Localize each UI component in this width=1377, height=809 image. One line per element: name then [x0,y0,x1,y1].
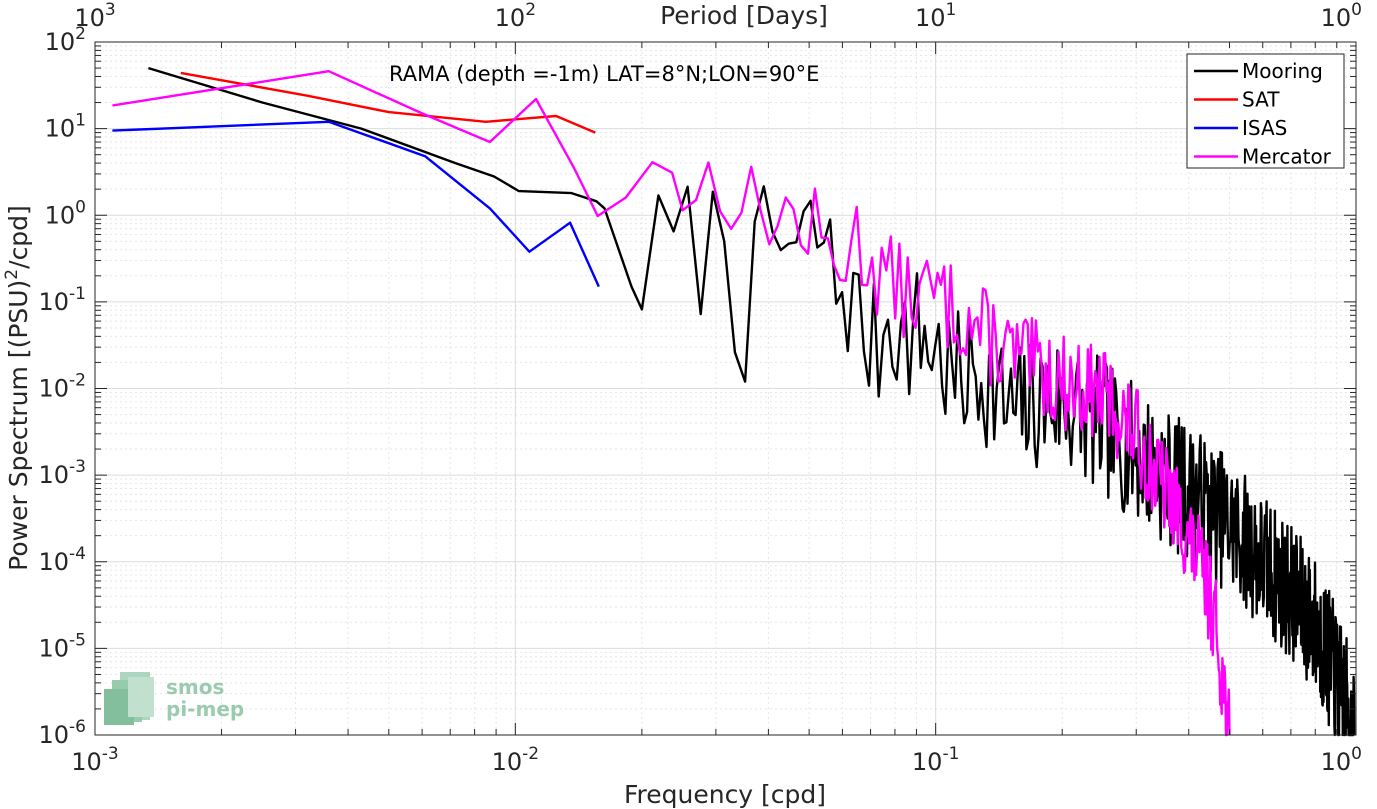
y-tick-label-exponent: -1 [69,284,86,304]
top-tick-label-base: 10 [915,4,946,32]
logo-text-line2: pi-mep [166,697,244,721]
top-tick-label-exponent: 0 [1351,0,1362,20]
x-tick-label-exponent: -1 [942,744,959,764]
top-tick-label-base: 10 [74,4,105,32]
y-axis-label-main: Power Spectrum [(PSU) [4,280,33,571]
y-tick-label-base: 10 [39,548,70,576]
top-tick-label-exponent: 1 [946,0,957,20]
legend-label-isas: ISAS [1242,116,1287,140]
x-tick-label-base: 10 [1321,748,1352,776]
y-tick-label: 101 [45,111,86,143]
series-line-isas [112,120,600,288]
x-tick-label: 10-2 [492,744,540,776]
y-tick-label: 10-3 [39,457,87,489]
y-axis-label-unit: /cpd] [4,205,33,269]
y-tick-label-base: 10 [45,115,76,143]
top-tick-label-exponent: 3 [105,0,116,20]
series-layer [112,66,1356,737]
y-tick-label: 10-5 [39,630,87,662]
y-tick-label-base: 10 [39,461,70,489]
legend: Mooring SAT ISAS Mercator [1186,53,1345,169]
y-tick-label-exponent: -3 [69,457,86,477]
series-line-mercator [112,70,1231,737]
y-tick-label: 100 [45,197,86,229]
y-tick-label-exponent: -2 [69,371,86,391]
top-tick-label-base: 10 [495,4,526,32]
x-tick-label: 10-3 [71,744,119,776]
y-tick-label: 10-1 [39,284,87,316]
y-tick-label: 10-2 [39,371,87,403]
top-tick-label-base: 10 [1321,4,1352,32]
series-line-mooring [148,66,1356,737]
y-tick-label-base: 10 [39,288,70,316]
y-axis-label-exponent: 2 [2,269,22,280]
y-tick-label: 102 [45,24,86,56]
station-annotation: RAMA (depth =-1m) LAT=8°N;LON=90°E [389,62,819,86]
x-tick-label-exponent: 0 [1351,744,1362,764]
y-tick-label-exponent: 2 [75,24,86,44]
smos-pi-mep-logo: smos pi-mep [104,672,244,725]
legend-label-mooring: Mooring [1242,59,1323,83]
top-tick-label: 102 [495,0,536,32]
y-tick-label: 10-4 [39,544,87,576]
y-tick-label-base: 10 [39,634,70,662]
top-axis-label: Period [Days] [660,1,828,30]
x-tick-label-base: 10 [71,748,102,776]
y-tick-label: 10-6 [39,717,87,749]
y-tick-label-exponent: -5 [69,630,86,650]
logo-layer [128,677,154,717]
y-tick-label-exponent: 1 [75,111,86,131]
legend-box [1186,53,1345,169]
top-tick-label: 101 [915,0,956,32]
x-tick-label: 10-1 [912,744,960,776]
y-tick-label-exponent: -6 [69,717,86,737]
x-tick-label-base: 10 [492,748,523,776]
tick-marks [94,41,1357,736]
x-tick-label-base: 10 [912,748,943,776]
y-tick-label-base: 10 [39,375,70,403]
top-tick-label: 103 [74,0,115,32]
legend-label-sat: SAT [1242,88,1280,112]
y-tick-label-base: 10 [39,721,70,749]
y-axis-label: Power Spectrum [(PSU)2/cpd] [2,205,33,571]
y-tick-label-exponent: 0 [75,197,86,217]
x-tick-label-exponent: -3 [102,744,119,764]
y-tick-label-exponent: -4 [69,544,86,564]
top-tick-label: 100 [1321,0,1362,32]
top-tick-label-exponent: 2 [525,0,536,20]
x-tick-label: 100 [1321,744,1362,776]
y-tick-label-base: 10 [45,28,76,56]
x-axis-label: Frequency [cpd] [624,780,826,809]
logo-text-line1: smos [166,675,224,699]
y-tick-label-base: 10 [45,201,76,229]
legend-label-mercator: Mercator [1242,145,1332,169]
x-tick-label-exponent: -2 [522,744,539,764]
series-line-sat [180,71,596,134]
